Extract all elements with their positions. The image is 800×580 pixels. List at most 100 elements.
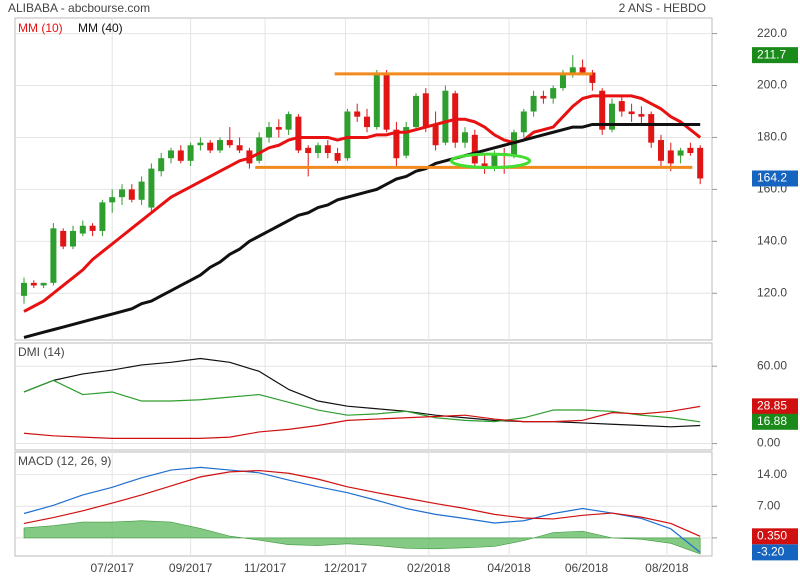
candle-body — [471, 134, 478, 164]
chart-title: ALIBABA - abcbourse.com — [8, 1, 150, 15]
y-tick-label: 0.00 — [757, 436, 781, 450]
indicator-line — [23, 379, 701, 423]
candle-body — [128, 189, 135, 200]
chart-subtitle: 2 ANS - HEBDO — [619, 1, 706, 15]
histogram-area — [23, 520, 701, 555]
candle-body — [364, 116, 370, 128]
y-tick-label: 220.0 — [757, 26, 787, 40]
panel-frame — [14, 17, 713, 341]
candle-body — [354, 111, 361, 117]
candle-body — [560, 75, 566, 89]
panel-frame — [14, 451, 713, 557]
candle-body — [403, 127, 410, 156]
candle-body — [79, 225, 86, 234]
x-tick-label: 12/2017 — [324, 561, 368, 575]
candle-body — [609, 103, 615, 130]
value-marker-label: -3.20 — [757, 545, 785, 559]
candle-body — [491, 153, 498, 167]
candle-body — [60, 230, 67, 247]
candle-body — [217, 140, 223, 151]
candle-body — [324, 145, 331, 154]
candle-body — [432, 124, 439, 146]
candle-body — [599, 90, 606, 130]
value-marker-label: 0.350 — [757, 529, 787, 543]
candle-body — [40, 282, 47, 286]
candle-body — [550, 88, 557, 99]
candle-body — [109, 197, 116, 203]
candle-body — [344, 111, 351, 159]
candle-body — [256, 137, 263, 161]
value-marker-label: 164.2 — [757, 171, 787, 185]
candle-body — [579, 67, 586, 73]
candle-body — [687, 147, 694, 154]
y-tick-label: 14.00 — [757, 467, 787, 481]
panel-title: DMI (14) — [18, 345, 65, 359]
candle-body — [21, 282, 27, 296]
candle-body — [295, 116, 302, 151]
candle-body — [697, 147, 704, 179]
indicator-line — [23, 466, 701, 553]
x-tick-label: 04/2018 — [487, 561, 531, 575]
y-tick-label: 140.0 — [757, 233, 787, 247]
y-tick-label: 7.00 — [757, 498, 781, 512]
indicator-line — [23, 357, 701, 428]
candle-body — [442, 90, 449, 143]
candle-body — [158, 158, 165, 172]
candle-body — [99, 202, 106, 231]
y-tick-label: 180.0 — [757, 130, 787, 144]
candle-body — [638, 114, 645, 117]
candle-body — [275, 127, 282, 130]
indicator-line — [23, 122, 701, 339]
legend-entry: MM (10) — [18, 21, 63, 35]
x-tick-label: 08/2018 — [645, 561, 689, 575]
candle-body — [236, 145, 243, 151]
highlight-ellipse — [449, 152, 532, 170]
candle-body — [618, 101, 625, 112]
panel-frame — [14, 342, 713, 451]
candle-body — [589, 72, 596, 83]
candle-body — [285, 114, 292, 130]
candle-body — [266, 127, 272, 138]
candle-body — [462, 132, 468, 143]
candle-body — [168, 150, 174, 159]
candle-body — [50, 228, 57, 283]
value-marker-label: 16.88 — [757, 414, 787, 428]
candle-body — [413, 95, 419, 128]
candle-body — [138, 181, 145, 200]
value-marker-label: 28.85 — [757, 399, 787, 413]
indicator-line — [23, 405, 701, 439]
candle-body — [658, 140, 664, 161]
value-marker-label: 211.7 — [757, 47, 786, 61]
candle-body — [648, 114, 655, 143]
candle-body — [540, 95, 547, 99]
candle-body — [530, 95, 537, 112]
x-tick-label: 02/2018 — [407, 561, 451, 575]
candle-body — [226, 140, 233, 146]
candle-body — [315, 145, 321, 154]
candle-body — [30, 282, 37, 286]
x-tick-label: 09/2017 — [169, 561, 213, 575]
candle-body — [373, 75, 380, 128]
legend-entry: MM (40) — [78, 21, 123, 35]
candle-body — [305, 147, 312, 154]
indicator-line — [23, 469, 701, 537]
candle-body — [334, 153, 341, 161]
candle-body — [89, 225, 96, 231]
y-tick-label: 120.0 — [757, 285, 787, 299]
value-marker — [752, 47, 798, 64]
x-tick-label: 11/2017 — [244, 561, 287, 575]
x-tick-label: 07/2017 — [91, 561, 135, 575]
candle-body — [177, 150, 184, 161]
candle-body — [667, 150, 674, 164]
x-tick-label: 06/2018 — [565, 561, 609, 575]
value-marker — [752, 544, 798, 561]
candle-body — [119, 189, 125, 198]
candle-body — [148, 168, 155, 208]
candle-body — [70, 230, 76, 247]
value-marker — [752, 398, 798, 415]
candle-body — [520, 111, 527, 133]
value-marker — [752, 528, 798, 545]
value-marker — [752, 413, 798, 430]
y-tick-label: 60.00 — [757, 358, 787, 372]
